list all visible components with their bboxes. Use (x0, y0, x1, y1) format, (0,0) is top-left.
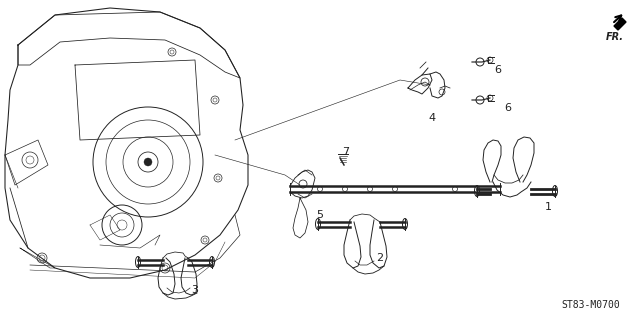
Text: 4: 4 (429, 113, 436, 123)
Text: 3: 3 (192, 285, 199, 295)
Text: 1: 1 (545, 202, 552, 212)
Text: 7: 7 (343, 147, 350, 157)
Text: 6: 6 (494, 65, 501, 75)
Circle shape (144, 158, 152, 166)
Text: ST83-M0700: ST83-M0700 (561, 300, 620, 310)
Text: FR.: FR. (606, 32, 624, 42)
Text: 6: 6 (505, 103, 512, 113)
Text: 5: 5 (317, 210, 324, 220)
Text: 2: 2 (376, 253, 383, 263)
Polygon shape (614, 18, 626, 30)
